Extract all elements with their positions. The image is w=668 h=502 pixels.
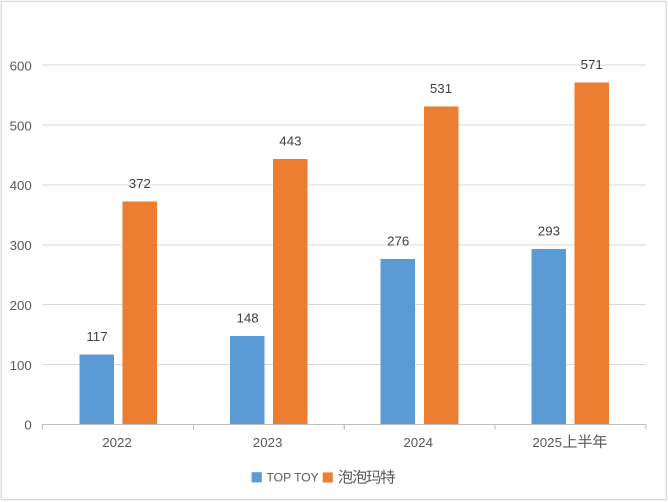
svg-text:276: 276 <box>387 234 409 249</box>
svg-text:2022: 2022 <box>102 435 132 450</box>
svg-text:0: 0 <box>24 418 31 433</box>
svg-text:117: 117 <box>86 329 107 344</box>
svg-text:443: 443 <box>279 134 301 149</box>
svg-text:531: 531 <box>430 81 452 96</box>
svg-text:500: 500 <box>10 118 32 133</box>
svg-text:2024: 2024 <box>403 435 433 450</box>
svg-text:400: 400 <box>10 178 32 193</box>
svg-text:2025: 2025 <box>532 435 562 450</box>
svg-text:293: 293 <box>538 224 560 239</box>
svg-text:300: 300 <box>10 238 32 253</box>
svg-text:372: 372 <box>129 176 151 191</box>
svg-text:200: 200 <box>10 298 32 313</box>
svg-text:600: 600 <box>10 58 32 73</box>
svg-text:148: 148 <box>237 310 259 325</box>
svg-text:TOP TOY: TOP TOY <box>267 471 319 485</box>
svg-text:571: 571 <box>581 57 603 72</box>
svg-text:2023: 2023 <box>253 435 283 450</box>
svg-text:100: 100 <box>10 358 32 373</box>
